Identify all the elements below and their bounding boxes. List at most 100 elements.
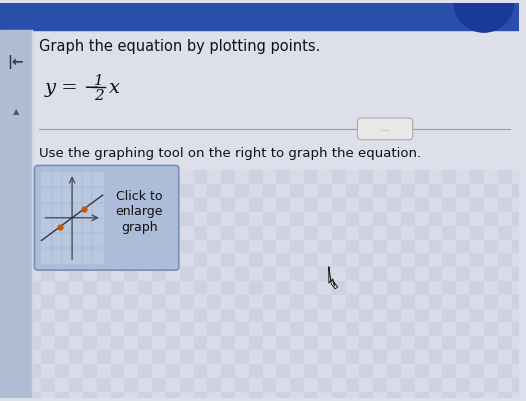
- Bar: [414, 364, 429, 378]
- Bar: [456, 267, 470, 281]
- Bar: [429, 267, 442, 281]
- Bar: [470, 281, 484, 295]
- Bar: [373, 212, 387, 226]
- Bar: [429, 253, 442, 267]
- Text: enlarge: enlarge: [116, 205, 163, 219]
- Bar: [456, 336, 470, 350]
- Bar: [401, 378, 414, 391]
- Bar: [262, 350, 277, 364]
- Bar: [373, 226, 387, 239]
- Bar: [152, 253, 166, 267]
- Bar: [429, 322, 442, 336]
- Bar: [83, 336, 97, 350]
- Bar: [0, 170, 14, 184]
- Bar: [401, 198, 414, 212]
- Bar: [194, 350, 207, 364]
- Bar: [442, 184, 456, 198]
- Text: x: x: [109, 79, 119, 97]
- Bar: [456, 170, 470, 184]
- Bar: [221, 184, 235, 198]
- Bar: [28, 309, 42, 322]
- Bar: [456, 322, 470, 336]
- Bar: [249, 212, 262, 226]
- Bar: [373, 391, 387, 401]
- Bar: [180, 170, 194, 184]
- Bar: [262, 281, 277, 295]
- Bar: [346, 239, 359, 253]
- Bar: [470, 336, 484, 350]
- Bar: [401, 322, 414, 336]
- Bar: [235, 253, 249, 267]
- Bar: [221, 212, 235, 226]
- Bar: [42, 281, 55, 295]
- Bar: [14, 170, 28, 184]
- Bar: [387, 226, 401, 239]
- Bar: [166, 309, 180, 322]
- Bar: [429, 239, 442, 253]
- Bar: [484, 281, 498, 295]
- Bar: [0, 281, 14, 295]
- Bar: [221, 364, 235, 378]
- Bar: [0, 295, 14, 309]
- Bar: [332, 170, 346, 184]
- Bar: [14, 309, 28, 322]
- Bar: [401, 239, 414, 253]
- Bar: [290, 253, 304, 267]
- Bar: [221, 267, 235, 281]
- Bar: [235, 391, 249, 401]
- Bar: [110, 239, 125, 253]
- Bar: [0, 391, 14, 401]
- Bar: [304, 281, 318, 295]
- Bar: [152, 322, 166, 336]
- Bar: [332, 198, 346, 212]
- Bar: [359, 253, 373, 267]
- Bar: [166, 350, 180, 364]
- Bar: [511, 212, 525, 226]
- Bar: [207, 198, 221, 212]
- Text: graph: graph: [121, 221, 158, 234]
- Bar: [442, 322, 456, 336]
- Bar: [110, 281, 125, 295]
- Bar: [290, 226, 304, 239]
- Bar: [332, 295, 346, 309]
- Bar: [373, 198, 387, 212]
- Bar: [511, 281, 525, 295]
- Bar: [83, 322, 97, 336]
- Bar: [55, 198, 69, 212]
- Bar: [125, 253, 138, 267]
- Bar: [373, 364, 387, 378]
- Bar: [249, 309, 262, 322]
- Bar: [262, 198, 277, 212]
- Bar: [262, 378, 277, 391]
- Bar: [249, 239, 262, 253]
- Bar: [249, 170, 262, 184]
- Bar: [55, 212, 69, 226]
- Bar: [125, 212, 138, 226]
- Bar: [511, 350, 525, 364]
- Bar: [290, 267, 304, 281]
- Bar: [14, 295, 28, 309]
- Bar: [373, 309, 387, 322]
- Bar: [0, 184, 14, 198]
- Bar: [207, 336, 221, 350]
- Bar: [14, 378, 28, 391]
- Bar: [498, 253, 511, 267]
- Bar: [97, 309, 110, 322]
- Bar: [194, 364, 207, 378]
- Bar: [166, 184, 180, 198]
- Bar: [262, 336, 277, 350]
- Bar: [235, 295, 249, 309]
- Bar: [511, 226, 525, 239]
- Bar: [511, 267, 525, 281]
- Bar: [83, 239, 97, 253]
- Bar: [194, 239, 207, 253]
- Bar: [277, 198, 290, 212]
- Bar: [262, 184, 277, 198]
- Bar: [318, 170, 332, 184]
- Bar: [125, 267, 138, 281]
- Bar: [14, 226, 28, 239]
- Bar: [429, 212, 442, 226]
- Bar: [207, 295, 221, 309]
- Bar: [262, 364, 277, 378]
- Bar: [373, 253, 387, 267]
